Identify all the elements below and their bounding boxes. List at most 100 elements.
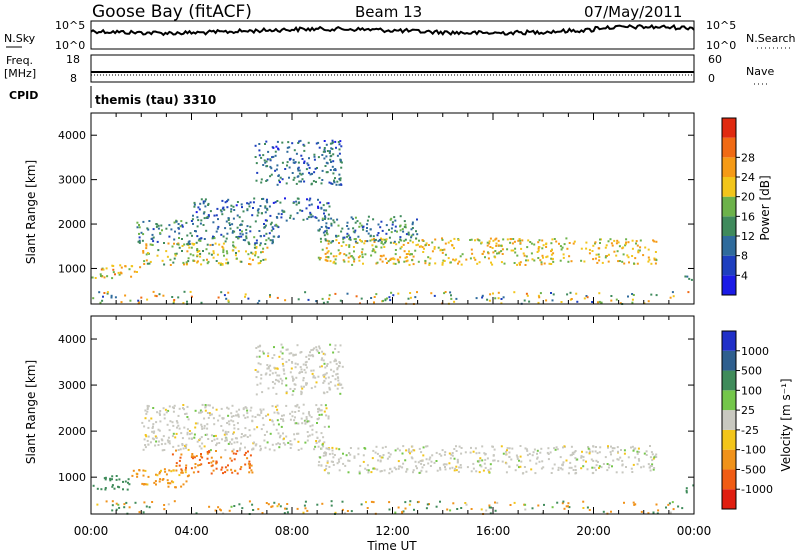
power-cell: [145, 247, 148, 250]
velocity-cell: [305, 355, 308, 358]
velocity-cell: [567, 472, 570, 475]
velocity-cell: [314, 376, 317, 379]
velocity-cell: [575, 471, 578, 474]
power-cell: [494, 256, 497, 259]
velocity-panel-frame: [90, 315, 695, 515]
velocity-cell: [227, 442, 230, 445]
velocity-cell: [230, 415, 233, 418]
velocity-cell: [657, 509, 660, 512]
velocity-cell: [327, 376, 330, 379]
power-cell: [566, 293, 569, 296]
velocity-cell: [203, 417, 206, 420]
velocity-cell: [645, 450, 648, 453]
velocity-cell: [335, 362, 338, 365]
power-cell: [439, 249, 442, 252]
velocity-cell: [448, 462, 451, 465]
power-cell: [124, 265, 127, 268]
power-cell: [366, 240, 369, 243]
power-cell: [110, 294, 113, 297]
velocity-cell: [142, 469, 145, 472]
velocity-cell: [570, 445, 573, 448]
velocity-cell: [217, 419, 220, 422]
velocity-cell: [315, 442, 318, 444]
power-cell: [324, 218, 326, 220]
power-cell: [277, 175, 280, 177]
power-cell: [338, 148, 341, 151]
velocity-cell: [487, 469, 490, 472]
velocity-cell: [505, 453, 508, 456]
power-cell: [253, 236, 256, 239]
velocity-cell: [321, 502, 324, 505]
power-cell: [450, 297, 453, 300]
velocity-cell: [306, 509, 309, 512]
velocity-cell: [402, 462, 405, 465]
velocity-cell: [438, 453, 441, 456]
power-cell: [386, 297, 388, 300]
power-cell: [269, 223, 272, 226]
velocity-cell: [115, 508, 118, 511]
power-cell: [550, 242, 553, 245]
velocity-cell: [213, 423, 216, 426]
power-cell: [357, 256, 360, 259]
velocity-cell: [347, 459, 350, 462]
velocity-cell: [253, 441, 255, 444]
power-cell: [247, 297, 250, 300]
power-cell: [288, 176, 290, 179]
velocity-cell: [181, 437, 184, 440]
power-cell: [481, 252, 484, 255]
power-cell: [269, 294, 271, 297]
power-cell: [385, 240, 387, 243]
power-cell: [200, 198, 203, 201]
power-cell: [517, 239, 520, 242]
velocity-cell: [322, 454, 325, 457]
power-cell: [690, 278, 693, 281]
velocity-cell: [199, 409, 202, 412]
velocity-cell: [448, 452, 451, 455]
power-cell: [422, 251, 425, 253]
power-cell: [212, 256, 215, 259]
power-cell: [545, 246, 548, 248]
velocity-cell: [655, 456, 658, 458]
velocity-cell: [489, 467, 492, 470]
power-cell: [351, 217, 354, 220]
power-cell: [206, 243, 209, 246]
velocity-cell: [325, 414, 328, 417]
power-cell: [387, 260, 390, 263]
velocity-cell: [393, 466, 396, 469]
velocity-cell: [359, 464, 362, 467]
power-cell: [274, 150, 277, 153]
velocity-cell: [493, 448, 496, 451]
power-cell: [220, 210, 223, 213]
velocity-cell: [176, 426, 178, 429]
power-cell: [453, 237, 456, 240]
power-cell: [190, 246, 193, 249]
velocity-cell: [631, 471, 634, 473]
power-cell: [585, 295, 588, 297]
velocity-cell: [339, 383, 342, 386]
velocity-cell: [404, 507, 407, 510]
power-cell: [311, 172, 313, 175]
power-cell: [550, 253, 553, 256]
power-cell: [202, 224, 205, 226]
velocity-cell: [562, 446, 564, 449]
velocity-cell: [153, 481, 156, 484]
power-cell: [349, 238, 352, 241]
velocity-cell: [444, 466, 446, 468]
velocity-cell: [600, 466, 603, 469]
power-cell: [346, 232, 349, 235]
velocity-cell: [284, 443, 287, 446]
velocity-cell: [206, 452, 209, 455]
velocity-cell: [167, 482, 170, 485]
velocity-cell: [505, 462, 508, 465]
velocity-cell: [553, 447, 556, 450]
power-cell: [228, 222, 231, 225]
power-cell: [655, 240, 658, 243]
power-cell: [199, 255, 202, 258]
velocity-cell: [201, 442, 204, 445]
power-cell: [423, 247, 425, 250]
power-cell: [198, 208, 201, 211]
velocity-cell: [508, 447, 511, 450]
velocity-cell: [111, 504, 114, 507]
power-cell: [171, 296, 174, 298]
velocity-cell: [233, 505, 236, 507]
